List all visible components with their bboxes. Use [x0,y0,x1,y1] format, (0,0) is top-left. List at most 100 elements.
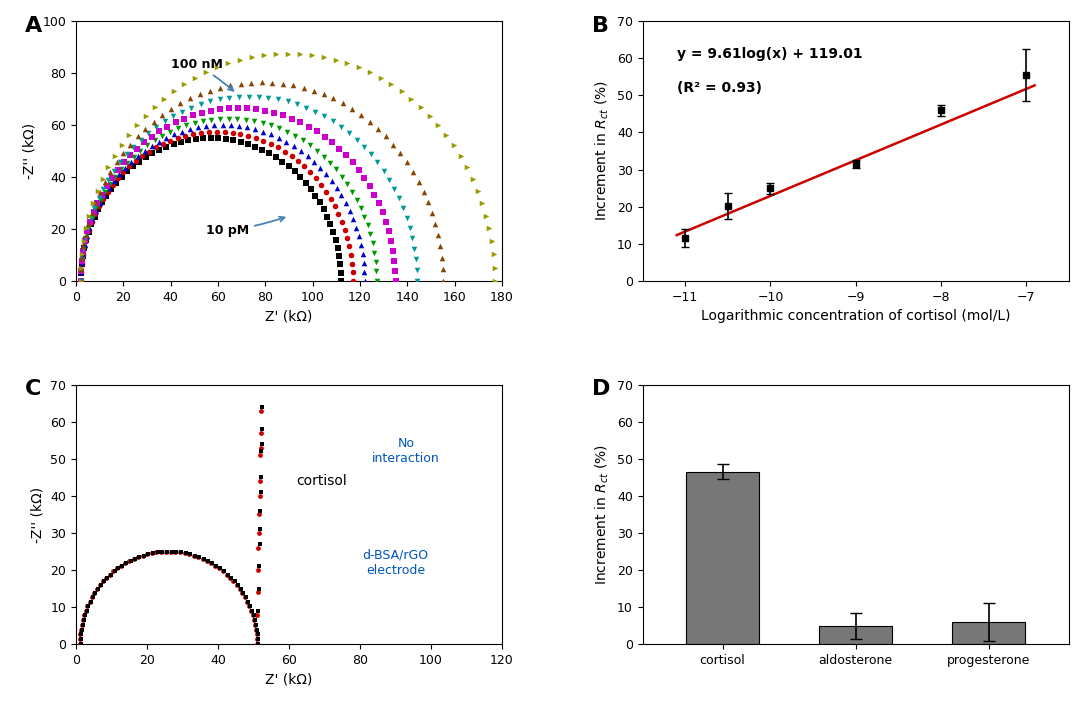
Point [430,229,447,241]
Point [94,193,112,205]
Point [80,224,98,236]
Point [220,103,238,114]
Point [85,211,102,222]
Point [239,122,256,133]
Point [307,106,324,118]
Point [333,190,350,201]
Point [327,234,344,246]
Point [165,129,182,140]
Point [410,176,427,187]
Point [137,152,154,163]
Point [334,98,352,109]
Point [341,241,358,252]
Point [75,245,92,256]
Point [247,103,265,115]
Point [251,561,268,572]
Point [123,156,140,167]
Point [350,62,368,73]
Point [269,93,286,105]
Point [317,186,334,198]
Point [99,186,116,198]
Point [243,52,260,63]
Point [81,216,99,227]
Point [277,146,294,157]
Point [73,266,90,278]
Y-axis label: Increment in $R_{ct}$ (%): Increment in $R_{ct}$ (%) [593,444,611,585]
Point [432,241,449,252]
Point [162,135,179,147]
Point [87,208,104,219]
Point [370,123,387,135]
Point [76,239,93,251]
Point [326,200,343,212]
Point [90,200,107,212]
Point [294,135,311,146]
Point [201,126,218,137]
Point [398,212,416,224]
Point [212,82,229,93]
Point [250,605,267,617]
Point [98,181,115,192]
Point [275,78,292,89]
Point [273,156,291,167]
Point [368,275,385,287]
Point [222,120,240,131]
Point [433,252,450,263]
Point [117,557,135,569]
Point [362,149,380,160]
Text: d-BSA/rGO
electrode: d-BSA/rGO electrode [362,549,429,577]
Point [75,241,92,252]
Point [278,136,295,147]
Point [241,600,258,612]
Point [74,249,91,261]
Point [229,103,246,114]
Point [84,216,101,227]
Point [228,579,245,590]
Point [184,110,202,121]
Point [348,134,366,145]
Point [80,222,98,233]
Point [214,120,231,131]
Point [176,113,193,125]
Point [204,557,221,569]
Point [328,164,345,175]
Point [378,216,395,227]
Point [202,132,219,144]
Point [315,52,332,63]
Point [146,101,164,113]
Point [139,139,156,151]
Point [359,219,376,231]
Point [378,131,395,142]
Point [361,229,379,240]
Point [95,576,113,587]
Point [202,96,219,107]
Point [82,207,100,219]
Point [404,233,421,244]
Point [114,147,131,159]
Point [122,555,139,566]
Point [246,615,264,626]
Point [240,91,257,102]
Point [244,610,261,621]
Point [140,127,157,139]
Point [118,166,136,177]
Point [247,619,265,630]
Point [302,166,319,178]
Point [120,161,138,172]
Point [98,572,115,583]
Point [162,126,179,137]
Point [106,150,124,161]
Point [106,171,124,182]
Point [125,553,142,564]
Point [253,438,270,450]
Point [103,172,120,183]
Point [92,579,110,590]
Point [267,48,284,59]
Point [252,524,269,535]
Point [283,151,301,162]
Point [323,175,341,186]
Point [114,560,131,571]
Point [100,182,117,193]
Point [350,231,368,242]
Point [240,130,257,142]
